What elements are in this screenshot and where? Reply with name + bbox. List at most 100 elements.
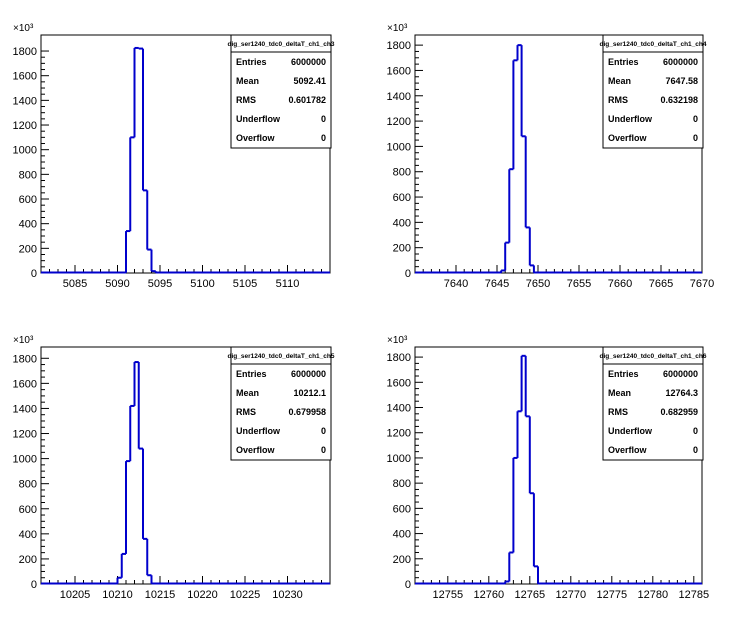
y-tick-label: 1600: [387, 377, 411, 389]
stats-value: 0.632198: [660, 95, 698, 105]
x-tick-label: 7650: [526, 278, 550, 290]
stats-value: 0: [321, 426, 326, 436]
x-tick-label: 5090: [105, 278, 129, 290]
y-tick-label: 800: [19, 479, 37, 491]
y-tick-label: 600: [393, 503, 411, 515]
y-tick-label: 400: [393, 217, 411, 229]
stats-label: Mean: [608, 388, 631, 398]
stats-label: Mean: [236, 76, 259, 86]
x-tick-label: 12785: [679, 589, 710, 601]
y-multiplier-label: ×10³: [13, 335, 34, 346]
y-tick-label: 200: [19, 243, 37, 255]
stats-value: 6000000: [291, 369, 326, 379]
y-tick-label: 800: [393, 478, 411, 490]
stats-box: dig_ser1240_tdc0_deltaT_ch1_ch3 Entries 60…: [228, 34, 335, 149]
y-multiplier-label: ×10³: [387, 23, 408, 34]
stats-box-frame: [230, 34, 332, 149]
x-tick-label: 12765: [515, 589, 546, 601]
x-tick-label: 5095: [148, 278, 172, 290]
stats-box-frame: [230, 346, 332, 461]
y-tick-label: 1400: [13, 95, 37, 107]
x-tick-label: 7660: [608, 278, 632, 290]
stats-value: 5092.41: [293, 76, 326, 86]
x-tick-label: 10225: [230, 589, 261, 601]
y-tick-label: 600: [393, 192, 411, 204]
x-tick-label: 7665: [649, 278, 673, 290]
stats-label: Entries: [608, 369, 639, 379]
stats-label: RMS: [608, 407, 628, 417]
stats-label: RMS: [608, 95, 628, 105]
stats-label: Entries: [608, 57, 639, 67]
y-tick-label: 1200: [387, 116, 411, 128]
histogram-panel: 0 200 400 600 800 1000 1200 1400 1600 1800 ×10³ 127…: [387, 335, 710, 601]
x-tick-label: 10230: [272, 589, 303, 601]
stats-value: 6000000: [291, 57, 326, 67]
x-tick-label: 7645: [485, 278, 509, 290]
y-tick-label: 400: [393, 529, 411, 541]
y-multiplier-label: ×10³: [13, 23, 34, 34]
y-tick-label: 400: [19, 529, 37, 541]
y-tick-label: 1000: [13, 145, 37, 157]
y-tick-label: 200: [19, 554, 37, 566]
stats-value: 0.682959: [660, 407, 698, 417]
stats-value: 6000000: [663, 57, 698, 67]
stats-value: 0: [693, 426, 698, 436]
stats-box: dig_ser1240_tdc0_deltaT_ch1_ch4 Entries 60…: [600, 34, 707, 149]
y-tick-label: 1000: [387, 453, 411, 465]
x-tick-label: 12755: [433, 589, 464, 601]
stats-label: Underflow: [236, 426, 281, 436]
stats-box-frame: [602, 346, 704, 461]
y-tick-label: 1800: [387, 40, 411, 52]
stats-label: RMS: [236, 95, 256, 105]
y-tick-label: 1600: [13, 71, 37, 83]
stats-value: 0: [693, 133, 698, 143]
x-tick-label: 12770: [556, 589, 587, 601]
x-tick-label: 12775: [597, 589, 628, 601]
stats-label: Mean: [608, 76, 631, 86]
stats-value: 0: [321, 114, 326, 124]
x-tick-label: 10205: [60, 589, 91, 601]
histogram-panel: 0 200 400 600 800 1000 1200 1400 1600 1800 ×10³ 764…: [387, 23, 715, 290]
y-tick-label: 0: [405, 579, 411, 591]
y-tick-label: 600: [19, 194, 37, 206]
y-tick-label: 1200: [13, 120, 37, 132]
stats-value: 10212.1: [293, 388, 326, 398]
stats-value: 0: [693, 445, 698, 455]
y-tick-label: 800: [393, 167, 411, 179]
stats-value: 7647.58: [665, 76, 698, 86]
stats-label: Overflow: [608, 133, 648, 143]
y-tick-label: 1800: [387, 352, 411, 364]
y-tick-label: 0: [31, 579, 37, 591]
x-tick-label: 12780: [638, 589, 669, 601]
y-tick-label: 1800: [13, 46, 37, 58]
y-tick-label: 1200: [387, 428, 411, 440]
y-tick-label: 1400: [387, 403, 411, 415]
stats-value: 12764.3: [665, 388, 698, 398]
x-tick-label: 10215: [145, 589, 176, 601]
histogram-panel: 0 200 400 600 800 1000 1200 1400 1600 1800 ×10³ 508…: [13, 23, 335, 290]
stats-label: Underflow: [608, 426, 653, 436]
x-tick-label: 5085: [63, 278, 87, 290]
y-tick-label: 200: [393, 243, 411, 255]
stats-box-title: dig_ser1240_tdc0_deltaT_ch1_ch4: [600, 41, 707, 48]
x-tick-label: 7670: [690, 278, 714, 290]
x-tick-label: 5105: [233, 278, 257, 290]
stats-box-title: dig_ser1240_tdc0_deltaT_ch1_ch5: [228, 353, 335, 360]
x-tick-label: 7655: [567, 278, 591, 290]
stats-value: 0: [321, 445, 326, 455]
stats-value: 6000000: [663, 369, 698, 379]
stats-value: 0.601782: [288, 95, 326, 105]
stats-box-frame: [602, 34, 704, 149]
y-tick-label: 1000: [387, 141, 411, 153]
stats-label: Entries: [236, 369, 267, 379]
y-tick-label: 0: [31, 268, 37, 280]
stats-value: 0: [321, 133, 326, 143]
y-tick-label: 1200: [13, 429, 37, 441]
y-tick-label: 0: [405, 268, 411, 280]
stats-label: Underflow: [608, 114, 653, 124]
histogram-panel: 0 200 400 600 800 1000 1200 1400 1600 1800 ×10³ 102…: [13, 335, 335, 601]
stats-box-title: dig_ser1240_tdc0_deltaT_ch1_ch6: [600, 353, 707, 360]
y-tick-label: 600: [19, 504, 37, 516]
stats-box: dig_ser1240_tdc0_deltaT_ch1_ch6 Entries 60…: [600, 346, 707, 461]
y-tick-label: 800: [19, 169, 37, 181]
